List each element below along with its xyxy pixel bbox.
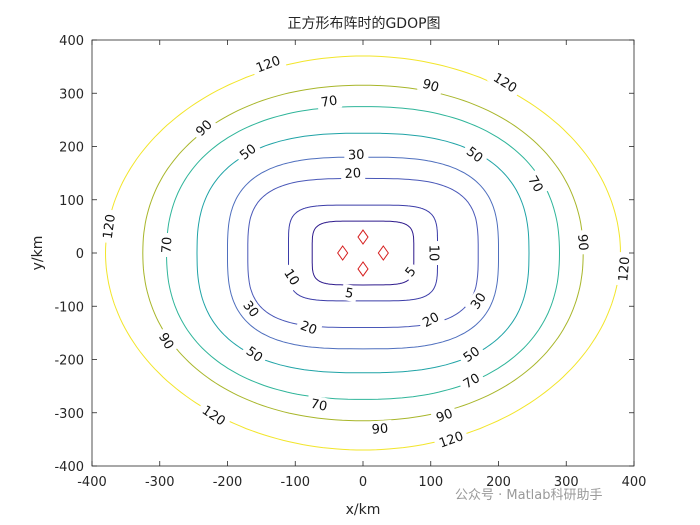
contour-label-90: 90 [420,77,440,96]
watermark-text: 公众号 · Matlab科研助手 [455,488,603,503]
contour-line-50 [196,132,530,374]
y-tick-label: 0 [76,247,84,262]
contour-label-90: 90 [434,406,455,426]
y-tick-label: -300 [54,407,84,422]
contour-line-30 [227,156,499,350]
contour-label-bg [614,251,634,287]
y-tick-label: 300 [59,87,84,102]
x-tick-label: -200 [213,475,243,490]
contour-label-70: 70 [320,93,339,110]
contour-label-bg [487,67,524,99]
contour-line-120 [104,55,621,451]
contour-label-bg [98,208,120,244]
contour-label-bg [460,140,490,169]
contour-label-70: 70 [524,173,545,195]
contour-label-bg [153,326,180,356]
y-axis-title: y/km [30,236,46,271]
contour-label-bg [189,113,218,142]
contour-label-bg [343,145,369,164]
contour-label-bg [340,164,366,182]
contour-label-20: 20 [344,166,362,182]
contour-label-20: 20 [298,318,319,338]
contour-label-bg [456,367,486,394]
x-tick-label: -300 [145,475,175,490]
contour-label-120: 120 [437,429,465,451]
contour-label-bg [195,399,233,432]
x-tick-label: 200 [486,475,511,490]
contour-label-bg [233,138,263,166]
contour-label-bg [316,91,343,112]
y-tick-label: -100 [54,300,84,315]
contour-label-20: 20 [420,310,442,331]
x-tick-label: 0 [359,475,367,490]
contour-label-120: 120 [101,213,119,240]
y-tick-label: -200 [54,354,84,369]
y-tick-label: 100 [59,194,84,209]
station-marker-1 [357,229,369,245]
y-tick-label: 400 [59,34,84,49]
contour-label-bg [416,74,445,97]
contour-label-bg [157,232,176,258]
x-tick-label: 400 [622,475,647,490]
contour-label-120: 120 [254,54,283,77]
contour-label-bg [340,283,359,303]
contour-label-70: 70 [309,397,328,415]
contour-lines [104,55,621,451]
x-tick-label: -400 [77,475,107,490]
contour-label-120: 120 [616,256,633,282]
contour-label-bg [237,294,265,324]
contour-label-bg [305,394,333,416]
contour-line-20 [247,177,479,328]
contour-label-bg [294,315,323,340]
station-marker-2 [377,245,389,261]
contour-label-90: 90 [371,422,389,438]
contour-label-90: 90 [574,234,590,251]
contour-label-bg [249,50,287,78]
contour-label-bg [399,260,422,283]
y-tick-label: 200 [59,141,84,156]
contour-label-70: 70 [160,236,176,253]
y-axis: -400 -300 -200 -100 0 100 200 300 400 [54,34,634,475]
contour-line-90 [142,84,584,422]
x-tick-label: 300 [554,475,579,490]
x-axis: -400 -300 -200 -100 0 100 200 300 400 [77,40,646,490]
contour-label-70: 70 [461,371,483,392]
x-tick-label: 100 [418,475,443,490]
contour-label-bg [456,340,486,368]
contour-label-bg [426,241,443,266]
contour-label-bg [430,403,459,428]
chart-title: 正方形布阵时的GDOP图 [287,16,440,32]
contour-label-bg [240,340,270,368]
y-tick-label: -400 [54,460,84,475]
station-marker-3 [357,261,369,277]
contour-label-5: 5 [344,286,355,302]
contour-label-bg [464,286,492,316]
contour-label-bg [367,419,393,438]
station-marker-4 [337,245,349,261]
x-tick-label: -100 [280,475,310,490]
contour-label-10: 10 [426,245,441,262]
contour-label-bg [432,426,470,453]
x-axis-title: x/km [346,502,381,518]
contour-label-bg [416,306,446,333]
contour-line-5 [311,220,415,286]
contour-line-10 [288,204,438,302]
contour-label-30: 30 [348,148,365,164]
contour-label-bg [574,229,592,255]
contour-label-bg [522,169,549,199]
station-markers [337,229,389,277]
contour-label-90: 90 [155,330,176,352]
contour-label-bg [278,262,306,292]
